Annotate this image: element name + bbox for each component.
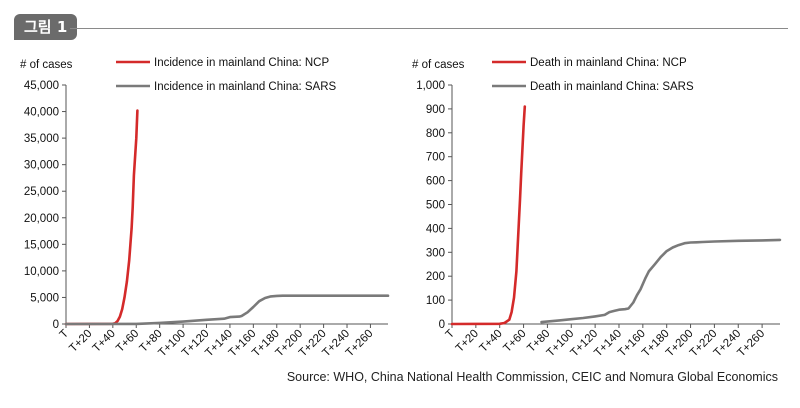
figure-header-rule — [70, 28, 788, 29]
y-tick-label: 30,000 — [24, 160, 59, 172]
y-axis-title: # of cases — [412, 59, 465, 71]
legend-label-1: Death in mainland China: SARS — [530, 81, 694, 93]
y-tick-label: 300 — [426, 247, 445, 259]
y-tick-label: 0 — [439, 319, 445, 331]
y-tick-label: 0 — [53, 319, 59, 331]
x-tick-label: T+60 — [501, 328, 528, 355]
y-tick-label: 25,000 — [24, 186, 59, 198]
legend-label-0: Incidence in mainland China: NCP — [154, 57, 329, 69]
y-tick-label: 600 — [426, 176, 445, 188]
source-note: Source: WHO, China National Health Commi… — [286, 370, 778, 384]
y-tick-label: 400 — [426, 223, 445, 235]
y-tick-label: 200 — [426, 271, 445, 283]
y-axis-title: # of cases — [20, 59, 73, 71]
y-tick-label: 500 — [426, 200, 445, 212]
series-line-1 — [64, 294, 390, 326]
series-line-0 — [450, 105, 527, 326]
y-tick-label: 15,000 — [24, 239, 59, 251]
y-tick-label: 20,000 — [24, 213, 59, 225]
y-tick-label: 40,000 — [24, 107, 59, 119]
y-tick-label: 800 — [426, 128, 445, 140]
x-tick-label: T+20 — [454, 328, 481, 355]
x-tick-label: T+260 — [735, 328, 767, 360]
figure-label: 그림 1 — [14, 14, 78, 40]
y-tick-label: 35,000 — [24, 133, 59, 145]
y-tick-label: 1,000 — [416, 80, 445, 92]
y-tick-label: 900 — [426, 104, 445, 116]
y-tick-label: 700 — [426, 152, 445, 164]
x-tick-label: T+40 — [478, 328, 505, 355]
y-tick-label: 45,000 — [24, 80, 59, 92]
x-tick-label: T — [444, 328, 457, 341]
y-tick-label: 5,000 — [30, 292, 59, 304]
series-line-0 — [64, 109, 139, 326]
y-tick-label: 10,000 — [24, 266, 59, 278]
y-tick-label: 100 — [426, 295, 445, 307]
series-line-1 — [540, 238, 782, 324]
legend-label-1: Incidence in mainland China: SARS — [154, 81, 337, 93]
legend-label-0: Death in mainland China: NCP — [530, 57, 687, 69]
